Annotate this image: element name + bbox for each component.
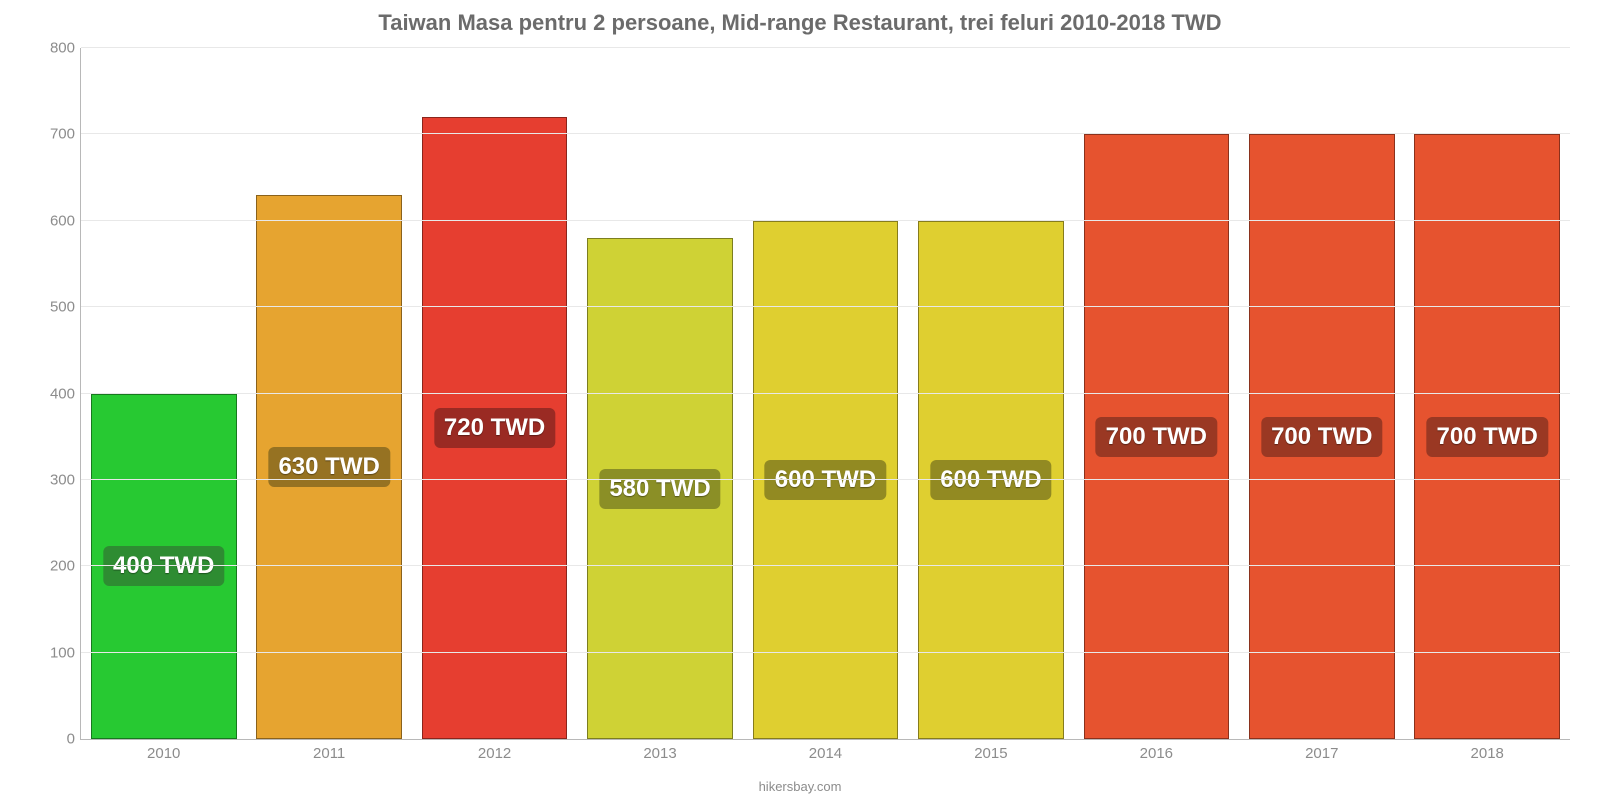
bar: 580 TWD [587, 238, 733, 739]
value-badge: 600 TWD [765, 460, 886, 500]
bar-slot: 580 TWD2013 [577, 48, 742, 739]
value-badge: 600 TWD [930, 460, 1051, 500]
bar: 400 TWD [91, 394, 237, 740]
x-tick-label: 2017 [1305, 745, 1338, 762]
bar: 630 TWD [256, 195, 402, 739]
y-tick-label: 0 [67, 731, 75, 748]
bar: 600 TWD [918, 221, 1064, 739]
y-tick-label: 500 [50, 299, 75, 316]
attribution-text: hikersbay.com [759, 779, 842, 794]
gridline [81, 565, 1570, 566]
gridline [81, 306, 1570, 307]
x-tick-label: 2010 [147, 745, 180, 762]
bar-slot: 600 TWD2014 [743, 48, 908, 739]
y-tick-label: 200 [50, 558, 75, 575]
x-tick-label: 2016 [1140, 745, 1173, 762]
bar-slot: 700 TWD2017 [1239, 48, 1404, 739]
bar: 600 TWD [753, 221, 899, 739]
plot-area: 400 TWD2010630 TWD2011720 TWD2012580 TWD… [80, 48, 1570, 740]
value-badge: 700 TWD [1261, 417, 1382, 457]
x-tick-label: 2014 [809, 745, 842, 762]
value-badge: 400 TWD [103, 546, 224, 586]
bar: 700 TWD [1249, 134, 1395, 739]
y-tick-label: 100 [50, 644, 75, 661]
bar-slot: 700 TWD2016 [1074, 48, 1239, 739]
gridline [81, 47, 1570, 48]
gridline [81, 652, 1570, 653]
bar: 700 TWD [1084, 134, 1230, 739]
y-tick-label: 700 [50, 126, 75, 143]
bar-slot: 600 TWD2015 [908, 48, 1073, 739]
bar: 700 TWD [1414, 134, 1560, 739]
gridline [81, 393, 1570, 394]
bar-slot: 630 TWD2011 [246, 48, 411, 739]
chart-container: Taiwan Masa pentru 2 persoane, Mid-range… [0, 0, 1600, 800]
bar-slot: 720 TWD2012 [412, 48, 577, 739]
gridline [81, 133, 1570, 134]
value-badge: 630 TWD [268, 447, 389, 487]
x-tick-label: 2013 [643, 745, 676, 762]
bars-row: 400 TWD2010630 TWD2011720 TWD2012580 TWD… [81, 48, 1570, 739]
value-badge: 580 TWD [599, 469, 720, 509]
y-tick-label: 800 [50, 40, 75, 57]
x-tick-label: 2015 [974, 745, 1007, 762]
gridline [81, 479, 1570, 480]
chart-title: Taiwan Masa pentru 2 persoane, Mid-range… [0, 0, 1600, 36]
value-badge: 700 TWD [1427, 417, 1548, 457]
gridline [81, 220, 1570, 221]
x-tick-label: 2011 [313, 745, 345, 762]
bar: 720 TWD [422, 117, 568, 739]
bar-slot: 700 TWD2018 [1405, 48, 1570, 739]
x-tick-label: 2018 [1471, 745, 1504, 762]
y-tick-label: 300 [50, 471, 75, 488]
y-tick-label: 400 [50, 385, 75, 402]
value-badge: 720 TWD [434, 408, 555, 448]
y-tick-label: 600 [50, 212, 75, 229]
value-badge: 700 TWD [1096, 417, 1217, 457]
x-tick-label: 2012 [478, 745, 511, 762]
bar-slot: 400 TWD2010 [81, 48, 246, 739]
